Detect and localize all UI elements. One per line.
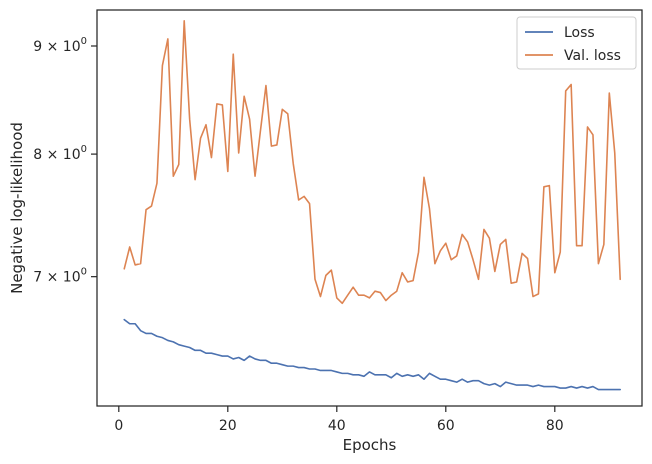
plot-frame [96,9,643,407]
y-tick-label-exponent: 0 [81,267,87,278]
x-axis-label: Epochs [343,436,397,454]
x-tick-label: 20 [219,418,237,434]
y-tick-label-exponent: 0 [81,144,87,155]
y-tick-label: 8 × 100 [33,144,87,163]
x-tick-label: 80 [546,418,564,434]
x-tick-label: 0 [114,418,123,434]
y-tick-label-base: 7 × 10 [33,270,80,286]
legend-label: Loss [564,25,595,41]
series-line-val-loss [123,20,621,305]
x-tick-label: 60 [437,418,455,434]
y-tick-label-base: 8 × 10 [33,147,80,163]
y-tick-label-exponent: 0 [81,36,87,47]
plot-lines [123,20,621,391]
y-axis-label: Negative log-likelihood [8,122,26,294]
legend-box [516,16,637,70]
series-line-loss [123,318,621,391]
legend-label: Val. loss [564,48,621,64]
x-tick-label: 40 [328,418,346,434]
legend: Loss Val. loss [516,16,637,70]
x-axis-ticks: 0 20 40 60 80 [114,406,564,434]
y-tick-label-base: 9 × 10 [33,39,80,55]
y-tick-label: 9 × 100 [33,36,87,55]
y-tick-label: 7 × 100 [33,267,87,286]
